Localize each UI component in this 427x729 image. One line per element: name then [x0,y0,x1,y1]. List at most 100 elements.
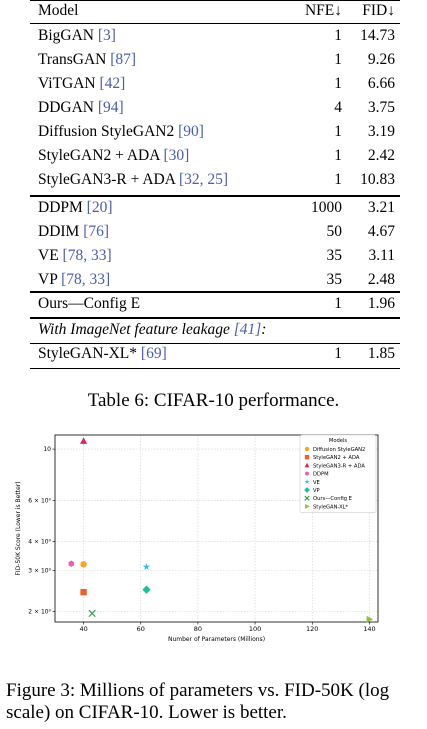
row-model-cite: [20] [86,199,113,216]
x-stroke [88,609,96,618]
row-fid: 3.75 [367,99,395,116]
legend-label: DDPM [313,472,329,478]
legend-marker [304,495,310,501]
legend-marker [304,455,310,460]
row-model: DDGAN [94] [38,96,124,120]
row-model-cite: [90] [178,123,204,140]
row-fid: 3.19 [367,123,395,140]
leakage-label: With ImageNet feature leakage [41]: [38,318,266,342]
legend-marker [304,462,310,468]
row-nfe: 1 [334,27,342,44]
leakage-cite: [41] [233,321,262,338]
row-fid: 10.83 [360,171,395,188]
data-point [366,615,374,623]
row-nfe: 1 [334,123,342,140]
row-nfe: 4 [334,99,342,116]
ours-top-rule [30,291,400,293]
row-fid: 9.26 [367,51,395,68]
row-model: Diffusion StyleGAN2 [90] [38,120,204,144]
x-tick-label: 100 [249,625,261,633]
leak-model: StyleGAN-XL* [69] [38,342,167,366]
row-model-cite: [30] [163,147,190,164]
table-row: ViTGAN [42] 1 6.66 [30,72,400,96]
row-model-cite: [32, 25] [178,171,229,188]
ours-fid: 1.96 [367,295,395,312]
figure-caption: Figure 3: Millions of parameters vs. FID… [6,680,390,723]
data-point [80,437,88,444]
table-row: Diffusion StyleGAN2 [90] 1 3.19 [30,120,400,144]
leak-nfe: 1 [334,345,342,362]
y-tick-label: 6 × 10⁰ [28,498,51,505]
legend-label: StyleGAN-XL* [313,504,349,510]
x-tick-label: 140 [363,625,375,633]
table-caption: Table 6: CIFAR-10 performance. [87,390,340,411]
ours-bottom-rule [30,317,400,319]
table-header-row: Model NFE↓ FID↓ [30,0,400,22]
data-point [80,561,87,568]
row-model: StyleGAN2 + ADA [30] [38,144,189,168]
chart-legend: Models Diffusion StyleGAN2 StyleGAN2 + AD… [299,434,377,513]
row-model: DDPM [20] [38,196,113,220]
leak-model-cite: [69] [140,345,167,362]
row-model-cite: [42] [99,75,126,92]
y-tick-label: 10 [43,446,51,453]
row-nfe: 35 [326,271,343,288]
table-row: TransGAN [87] 1 9.26 [30,48,400,72]
leakage-text: With ImageNet feature leakage [38,321,234,338]
ours-nfe: 1 [334,295,342,312]
row-model-cite: [76] [83,223,110,240]
row-model: BigGAN [3] [38,24,116,48]
row-nfe: 1 [334,75,342,92]
row-model-name: BigGAN [38,27,94,44]
row-model: DDIM [76] [38,220,109,244]
parameters-vs-fid-chart: 2 × 10⁰ 3 × 10⁰ 4 × 10⁰ 6 × 10⁰ 10 40 60 80 100… [15,434,379,643]
y-axis-label: FID-50K Score (Lower is Better) [15,481,22,575]
header-nfe: NFE↓ [304,2,342,19]
ours-model: Ours—Config E [38,295,141,312]
y-tick-label: 2 × 10⁰ [28,608,51,615]
table-row: VE [78, 33] 35 3.11 [30,244,400,268]
leakage-label-row: With ImageNet feature leakage [41]: [30,318,400,342]
data-point [88,609,96,618]
row-nfe: 50 [326,223,343,240]
legend-marker [304,479,310,484]
table-group-gans: BigGAN [3] 1 14.73 TransGAN [87] 1 9.26 ViTGAN… [30,24,400,192]
legend-marker [304,446,310,452]
row-model: VE [78, 33] [38,244,112,268]
table-bottom-rule [30,368,400,370]
y-tick-label: 3 × 10⁰ [28,567,51,574]
row-model-name: VP [38,271,58,288]
data-point [68,560,75,567]
x-axis-ticks: 40 60 80 100 120 140 [79,622,376,633]
row-model-name: VE [38,247,59,264]
legend-box [299,434,377,513]
row-model: ViTGAN [42] [38,72,125,96]
x-stroke [304,495,310,501]
row-fid: 2.42 [367,147,395,164]
header-model: Model [38,2,79,19]
group-rule [30,195,400,197]
legend-title: Models [329,438,348,444]
legend-label: StyleGAN2 + ADA [313,455,360,461]
row-fid: 14.73 [360,27,395,44]
row-model: TransGAN [87] [38,48,136,72]
y-axis-ticks: 2 × 10⁰ 3 × 10⁰ 4 × 10⁰ 6 × 10⁰ 10 [28,446,55,615]
legend-marker [304,487,310,493]
table-row: VP [78, 33] 35 2.48 [30,268,400,292]
legend-marker [305,471,309,476]
table-row-ours: Ours—Config E 1 1.96 [30,292,400,316]
data-points [68,437,374,623]
leak-fid: 1.85 [367,345,395,362]
row-nfe: 35 [326,247,343,264]
leakage-suffix: : [261,321,267,338]
row-fid: 3.21 [367,199,395,216]
x-tick-label: 60 [137,625,145,633]
legend-marker [305,503,310,509]
legend-label: Ours—Config E [313,496,352,502]
table-row: StyleGAN2 + ADA [30] 1 2.42 [30,144,400,168]
row-model-cite: [78, 33] [61,271,111,288]
table-row: DDIM [76] 50 4.67 [30,220,400,244]
row-model-cite: [87] [110,51,137,68]
row-model-name: StyleGAN2 + ADA [38,147,160,164]
row-model: StyleGAN3-R + ADA [32, 25] [38,168,228,192]
